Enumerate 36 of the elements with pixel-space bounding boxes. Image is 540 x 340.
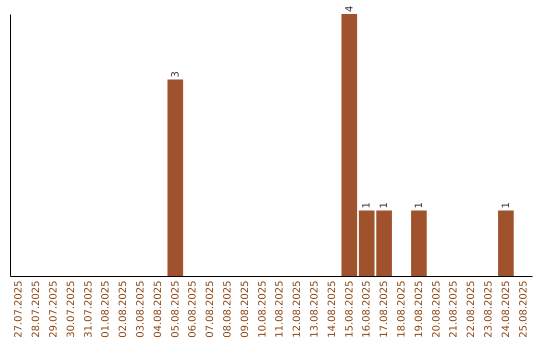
x-tick-label: 11.08.2025 (274, 280, 286, 338)
x-tick-label: 20.08.2025 (431, 280, 442, 338)
x-tick-label: 18.08.2025 (396, 280, 408, 338)
x-tick-label: 03.08.2025 (136, 280, 146, 338)
data-label: 3 (170, 71, 182, 78)
data-label: 4 (344, 6, 356, 12)
x-tick-label: 19.08.2025 (414, 280, 425, 338)
x-tick-label: 31.07.2025 (83, 280, 94, 338)
x-tick-label: 02.08.2025 (118, 280, 130, 338)
x-tick-label: 12.08.2025 (292, 280, 304, 338)
data-label: 1 (379, 202, 390, 208)
x-tick-label: 14.08.2025 (326, 280, 338, 338)
x-tick-label: 23.08.2025 (484, 280, 494, 338)
x-tick-label: 04.08.2025 (152, 280, 164, 338)
x-tick-label: 28.07.2025 (31, 280, 42, 338)
data-label: 1 (362, 202, 373, 208)
x-tick-label: 27.07.2025 (14, 280, 25, 338)
x-tick-label: 08.08.2025 (222, 280, 234, 338)
data-label: 1 (500, 202, 512, 208)
data-label: 1 (414, 202, 425, 208)
x-tick-label: 06.08.2025 (188, 280, 199, 338)
x-tick-label: 01.08.2025 (100, 280, 112, 338)
x-tick-label: 10.08.2025 (257, 280, 268, 338)
x-tick-label: 17.08.2025 (379, 280, 390, 338)
x-tick-label: 05.08.2025 (170, 280, 182, 338)
x-tick-label: 09.08.2025 (240, 280, 251, 338)
x-tick-label: 30.07.2025 (66, 280, 77, 338)
x-tick-label: 07.08.2025 (205, 280, 216, 338)
x-tick-label: 25.08.2025 (518, 280, 530, 338)
x-tick-label: 16.08.2025 (362, 280, 373, 338)
x-tick-label: 13.08.2025 (310, 280, 320, 338)
x-tick-label: 24.08.2025 (500, 280, 512, 338)
x-tick-label: 15.08.2025 (344, 280, 356, 338)
x-tick-label: 29.07.2025 (48, 280, 60, 338)
x-tick-label: 21.08.2025 (448, 280, 460, 338)
x-tick-label: 22.08.2025 (466, 280, 478, 338)
